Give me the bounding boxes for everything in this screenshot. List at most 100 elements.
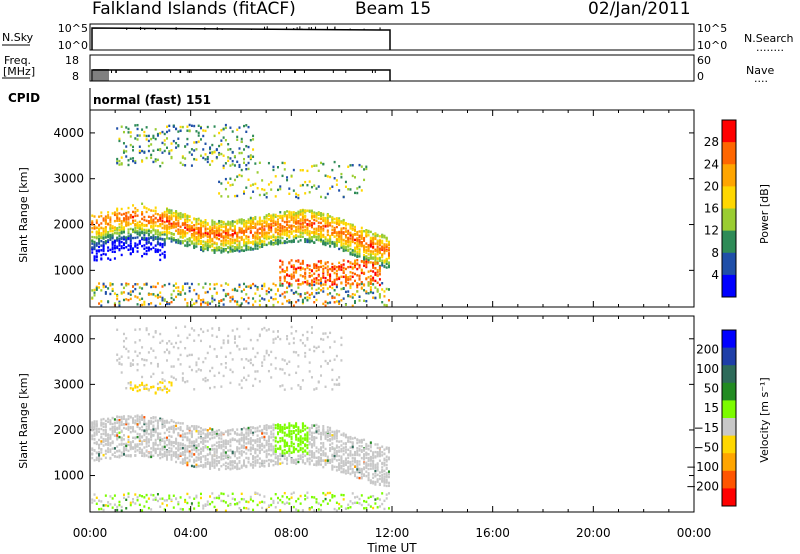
velocity-cell bbox=[227, 429, 230, 432]
power-cell bbox=[134, 236, 137, 240]
power-cell bbox=[111, 289, 114, 292]
power-cell bbox=[220, 234, 223, 237]
power-cell bbox=[372, 264, 375, 267]
power-cell bbox=[218, 153, 221, 156]
velocity-cell bbox=[134, 493, 137, 496]
power-cell bbox=[220, 299, 223, 302]
power-cell bbox=[369, 245, 372, 248]
power-cell bbox=[152, 214, 155, 217]
power-cell bbox=[215, 247, 218, 250]
power-cell bbox=[333, 265, 336, 268]
velocity-cell bbox=[111, 440, 114, 443]
velocity-cell bbox=[154, 391, 157, 394]
power-cell bbox=[376, 261, 379, 265]
velocity-cell bbox=[213, 450, 216, 453]
power-cell bbox=[295, 216, 298, 220]
power-cell bbox=[281, 227, 284, 230]
power-cell bbox=[247, 155, 250, 158]
power-cell bbox=[161, 226, 164, 230]
power-cell bbox=[329, 234, 332, 238]
power-cell bbox=[372, 243, 375, 246]
power-cell bbox=[134, 283, 137, 286]
power-cell bbox=[127, 206, 130, 210]
power-cell bbox=[168, 152, 171, 155]
power-cell bbox=[349, 261, 352, 265]
velocity-cell bbox=[145, 449, 148, 452]
power-cell bbox=[360, 165, 363, 168]
power-cell bbox=[98, 215, 101, 218]
power-cell bbox=[315, 164, 318, 167]
power-cell bbox=[152, 149, 155, 152]
power-cell bbox=[116, 212, 119, 215]
velocity-cell bbox=[202, 378, 205, 381]
power-cell bbox=[154, 294, 157, 298]
power-cell bbox=[129, 245, 132, 249]
velocity-cell bbox=[132, 497, 135, 501]
power-cell bbox=[222, 236, 225, 240]
velocity-cell bbox=[170, 342, 173, 345]
nsearch-legend-dots: ........ bbox=[756, 41, 784, 54]
velocity-cell bbox=[152, 448, 155, 452]
power-cell bbox=[197, 236, 200, 239]
power-cell bbox=[227, 159, 230, 163]
velocity-cell bbox=[170, 458, 173, 461]
power-cell bbox=[136, 127, 139, 131]
power-cell bbox=[243, 157, 246, 161]
power-cell bbox=[161, 214, 164, 217]
power-cell bbox=[107, 240, 110, 244]
velocity-cell bbox=[170, 443, 173, 447]
power-cell bbox=[181, 229, 184, 232]
power-cell bbox=[292, 213, 295, 216]
power-cell bbox=[283, 270, 286, 273]
velocity-cell bbox=[224, 442, 227, 446]
power-cell bbox=[263, 282, 266, 286]
power-cell bbox=[152, 222, 155, 225]
power-cell bbox=[254, 226, 257, 229]
power-cell bbox=[159, 243, 162, 247]
velocity-cell bbox=[199, 492, 202, 496]
power-cell bbox=[365, 232, 368, 236]
power-cell bbox=[98, 302, 101, 305]
power-cell bbox=[353, 228, 356, 231]
power-cell bbox=[177, 293, 180, 296]
power-cell bbox=[222, 241, 225, 244]
power-cell bbox=[104, 236, 107, 239]
power-cell bbox=[376, 257, 379, 261]
velocity-cell bbox=[186, 461, 189, 465]
power-cell bbox=[306, 279, 309, 283]
power-cell bbox=[233, 178, 236, 182]
power-cell bbox=[213, 298, 216, 302]
velocity-cell bbox=[206, 378, 209, 382]
power-cell bbox=[304, 277, 307, 280]
power-cell bbox=[306, 239, 309, 242]
velocity-cell bbox=[118, 427, 121, 430]
power-cell bbox=[159, 214, 162, 217]
power-cell bbox=[122, 243, 125, 247]
velocity-cell bbox=[116, 455, 119, 459]
power-cell bbox=[109, 292, 112, 296]
power-cell bbox=[297, 193, 300, 197]
velocity-cell bbox=[159, 417, 162, 420]
power-cell bbox=[170, 216, 173, 219]
velocity-cell bbox=[138, 339, 141, 342]
beam-title: Beam 15 bbox=[355, 0, 431, 19]
velocity-cell bbox=[222, 448, 225, 452]
velocity-cell bbox=[218, 459, 221, 463]
power-cell bbox=[175, 225, 178, 229]
power-cell bbox=[93, 227, 96, 230]
power-cell bbox=[211, 228, 214, 231]
power-cell bbox=[152, 218, 155, 221]
power-cell bbox=[338, 237, 341, 241]
power-cell bbox=[340, 221, 343, 224]
power-cell bbox=[286, 290, 289, 294]
power-cell bbox=[376, 250, 379, 253]
velocity-cell bbox=[190, 425, 193, 428]
power-cell bbox=[340, 282, 343, 285]
velocity-cell bbox=[211, 444, 214, 447]
power-cell bbox=[129, 236, 132, 240]
velocity-cell bbox=[136, 444, 139, 448]
power-cell bbox=[358, 274, 361, 277]
power-cell bbox=[358, 238, 361, 241]
power-cell bbox=[338, 234, 341, 237]
velocity-cell bbox=[152, 428, 155, 431]
